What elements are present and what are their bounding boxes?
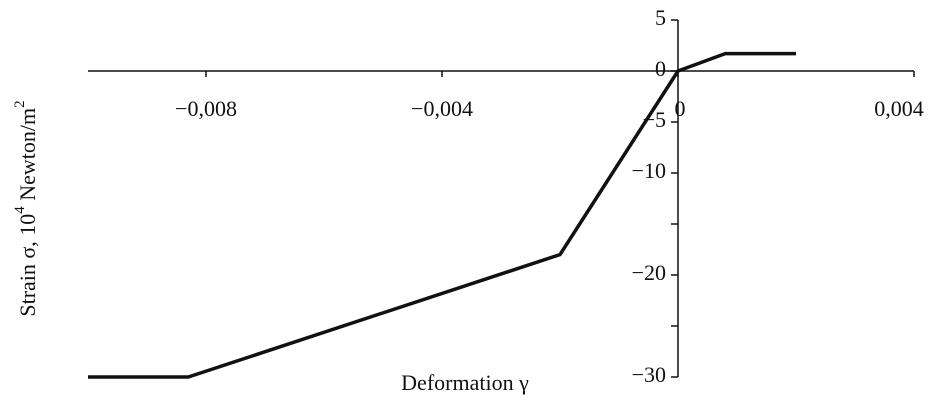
y-axis-label-part: 4 <box>12 206 28 214</box>
x-axis-label: Deformation γ <box>401 370 529 395</box>
data-line <box>88 51 796 379</box>
y-tick-label: 5 <box>655 5 666 30</box>
y-tick-label: 0 <box>655 56 666 81</box>
y-axis-label-part: Strain σ, 10 <box>15 214 40 317</box>
x-tick-label: 0 <box>675 96 686 121</box>
y-tick-label: −5 <box>643 107 666 132</box>
y-axis-label: Strain σ, 104 Newton/m2 <box>12 100 40 316</box>
y-tick-label: −20 <box>632 260 666 285</box>
x-tick-label: 0,004 <box>874 96 924 121</box>
x-tick-label: −0,008 <box>175 96 237 121</box>
x-tick-label: −0,004 <box>411 96 473 121</box>
y-tick-label: −10 <box>632 158 666 183</box>
y-axis-label-part: Newton/m <box>15 108 40 206</box>
y-tick-label: −30 <box>632 362 666 387</box>
y-axis-label-part: 2 <box>12 100 28 108</box>
